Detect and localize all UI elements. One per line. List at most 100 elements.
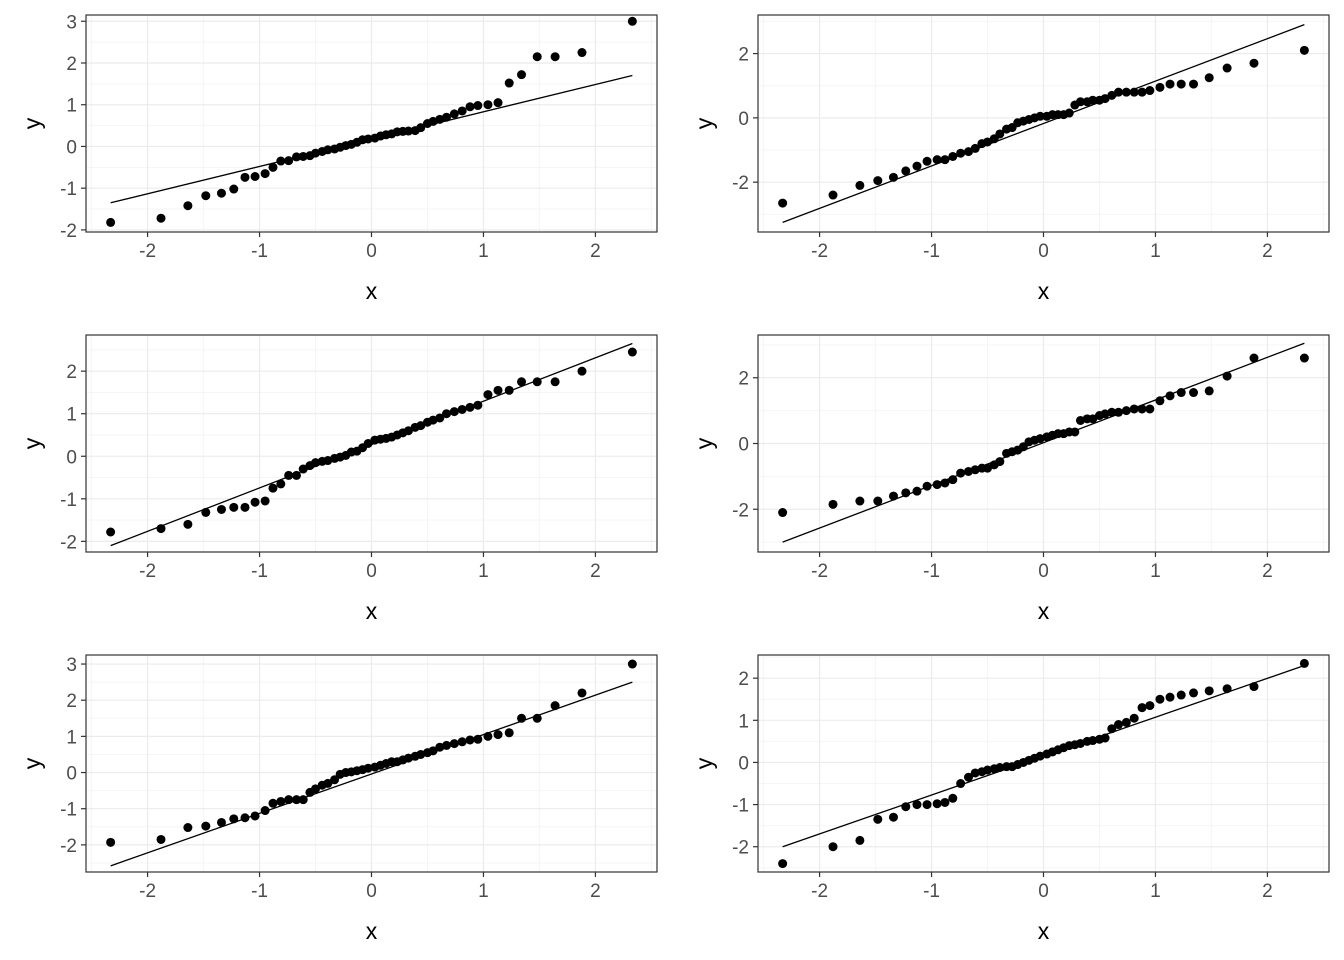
data-point [995,457,1005,467]
data-point [956,148,966,158]
y-tick-label: -1 [60,800,77,821]
data-point [873,496,883,506]
data-point [1114,720,1124,730]
data-point [330,775,340,785]
data-point [627,659,637,669]
data-point [983,765,993,775]
x-tick-label: 2 [1262,881,1273,902]
data-point [1222,63,1232,73]
data-point [1107,407,1117,417]
data-point [1299,45,1309,55]
data-point [940,155,950,165]
x-axis-title: x [1038,278,1050,304]
data-point [291,470,301,480]
y-axis-title: y [691,437,717,449]
x-tick-label: 2 [1262,561,1273,582]
data-point [778,508,788,518]
qq-plot-panel: -2 -1 0 1 2 -2 -1 0 1 2 3 x y [0,0,672,320]
data-point [298,151,308,161]
data-point [156,524,166,534]
data-point [229,814,239,824]
data-point [517,713,527,723]
data-point [449,407,459,417]
x-tick-label: -1 [251,881,268,902]
data-point [778,859,788,869]
data-point [483,100,493,110]
y-tick-label: -2 [60,221,77,242]
data-point [1189,688,1199,698]
data-point [932,155,942,165]
data-point [473,101,483,111]
data-point [1165,79,1175,89]
data-point [442,740,452,750]
data-point [995,763,1005,773]
data-point [1035,111,1045,121]
data-point [983,137,993,147]
data-point [183,823,193,833]
data-point [828,842,838,852]
data-point [888,491,898,501]
data-point [240,813,250,823]
data-point [106,527,116,537]
y-tick-label: 0 [66,447,77,468]
data-point [1176,79,1186,89]
data-point [873,176,883,186]
data-point [855,496,865,506]
data-point [298,464,308,474]
y-tick-label: 1 [738,711,749,732]
data-point [250,497,260,507]
data-point [216,504,226,514]
data-point [106,217,116,227]
data-point [268,162,278,172]
data-point [956,468,966,478]
y-tick-label: 0 [66,764,77,785]
data-point [106,837,116,847]
data-point [442,409,452,419]
data-point [1070,427,1080,437]
data-point [250,171,260,181]
data-point [311,458,321,468]
data-point [442,112,452,122]
data-point [493,98,503,108]
data-point [1299,658,1309,668]
x-axis-title: x [366,918,378,944]
data-point [828,499,838,509]
data-point [291,795,301,805]
data-point [1121,717,1131,727]
data-point [1129,87,1139,97]
data-point [1189,79,1199,89]
x-tick-label: -2 [811,881,828,902]
data-point [1100,94,1110,104]
data-point [517,377,527,387]
data-point [416,123,426,133]
data-point [216,188,226,198]
data-point [363,763,373,773]
data-point [229,184,239,194]
x-tick-label: -1 [923,241,940,262]
x-tick-label: -2 [811,561,828,582]
qq-plot-svg: -2 -1 0 1 2 -2 -1 0 1 2 3 x y [19,654,658,944]
data-point [250,811,260,821]
data-point [922,800,932,810]
data-point [828,190,838,200]
data-point [1176,690,1186,700]
data-point [435,413,445,423]
x-tick-label: 2 [1262,241,1273,262]
data-point [532,713,542,723]
data-point [1121,87,1131,97]
x-tick-label: 1 [1150,241,1161,262]
data-point [1155,396,1165,406]
data-point [940,478,950,488]
data-point [1145,701,1155,711]
data-point [201,507,211,517]
data-point [577,688,587,698]
data-point [1204,686,1214,696]
x-tick-label: 1 [478,881,489,902]
data-point [493,385,503,395]
data-point [1249,353,1259,363]
data-point [855,180,865,190]
x-tick-label: -2 [139,241,156,262]
y-tick-label: 2 [738,369,749,390]
data-point [963,147,973,157]
